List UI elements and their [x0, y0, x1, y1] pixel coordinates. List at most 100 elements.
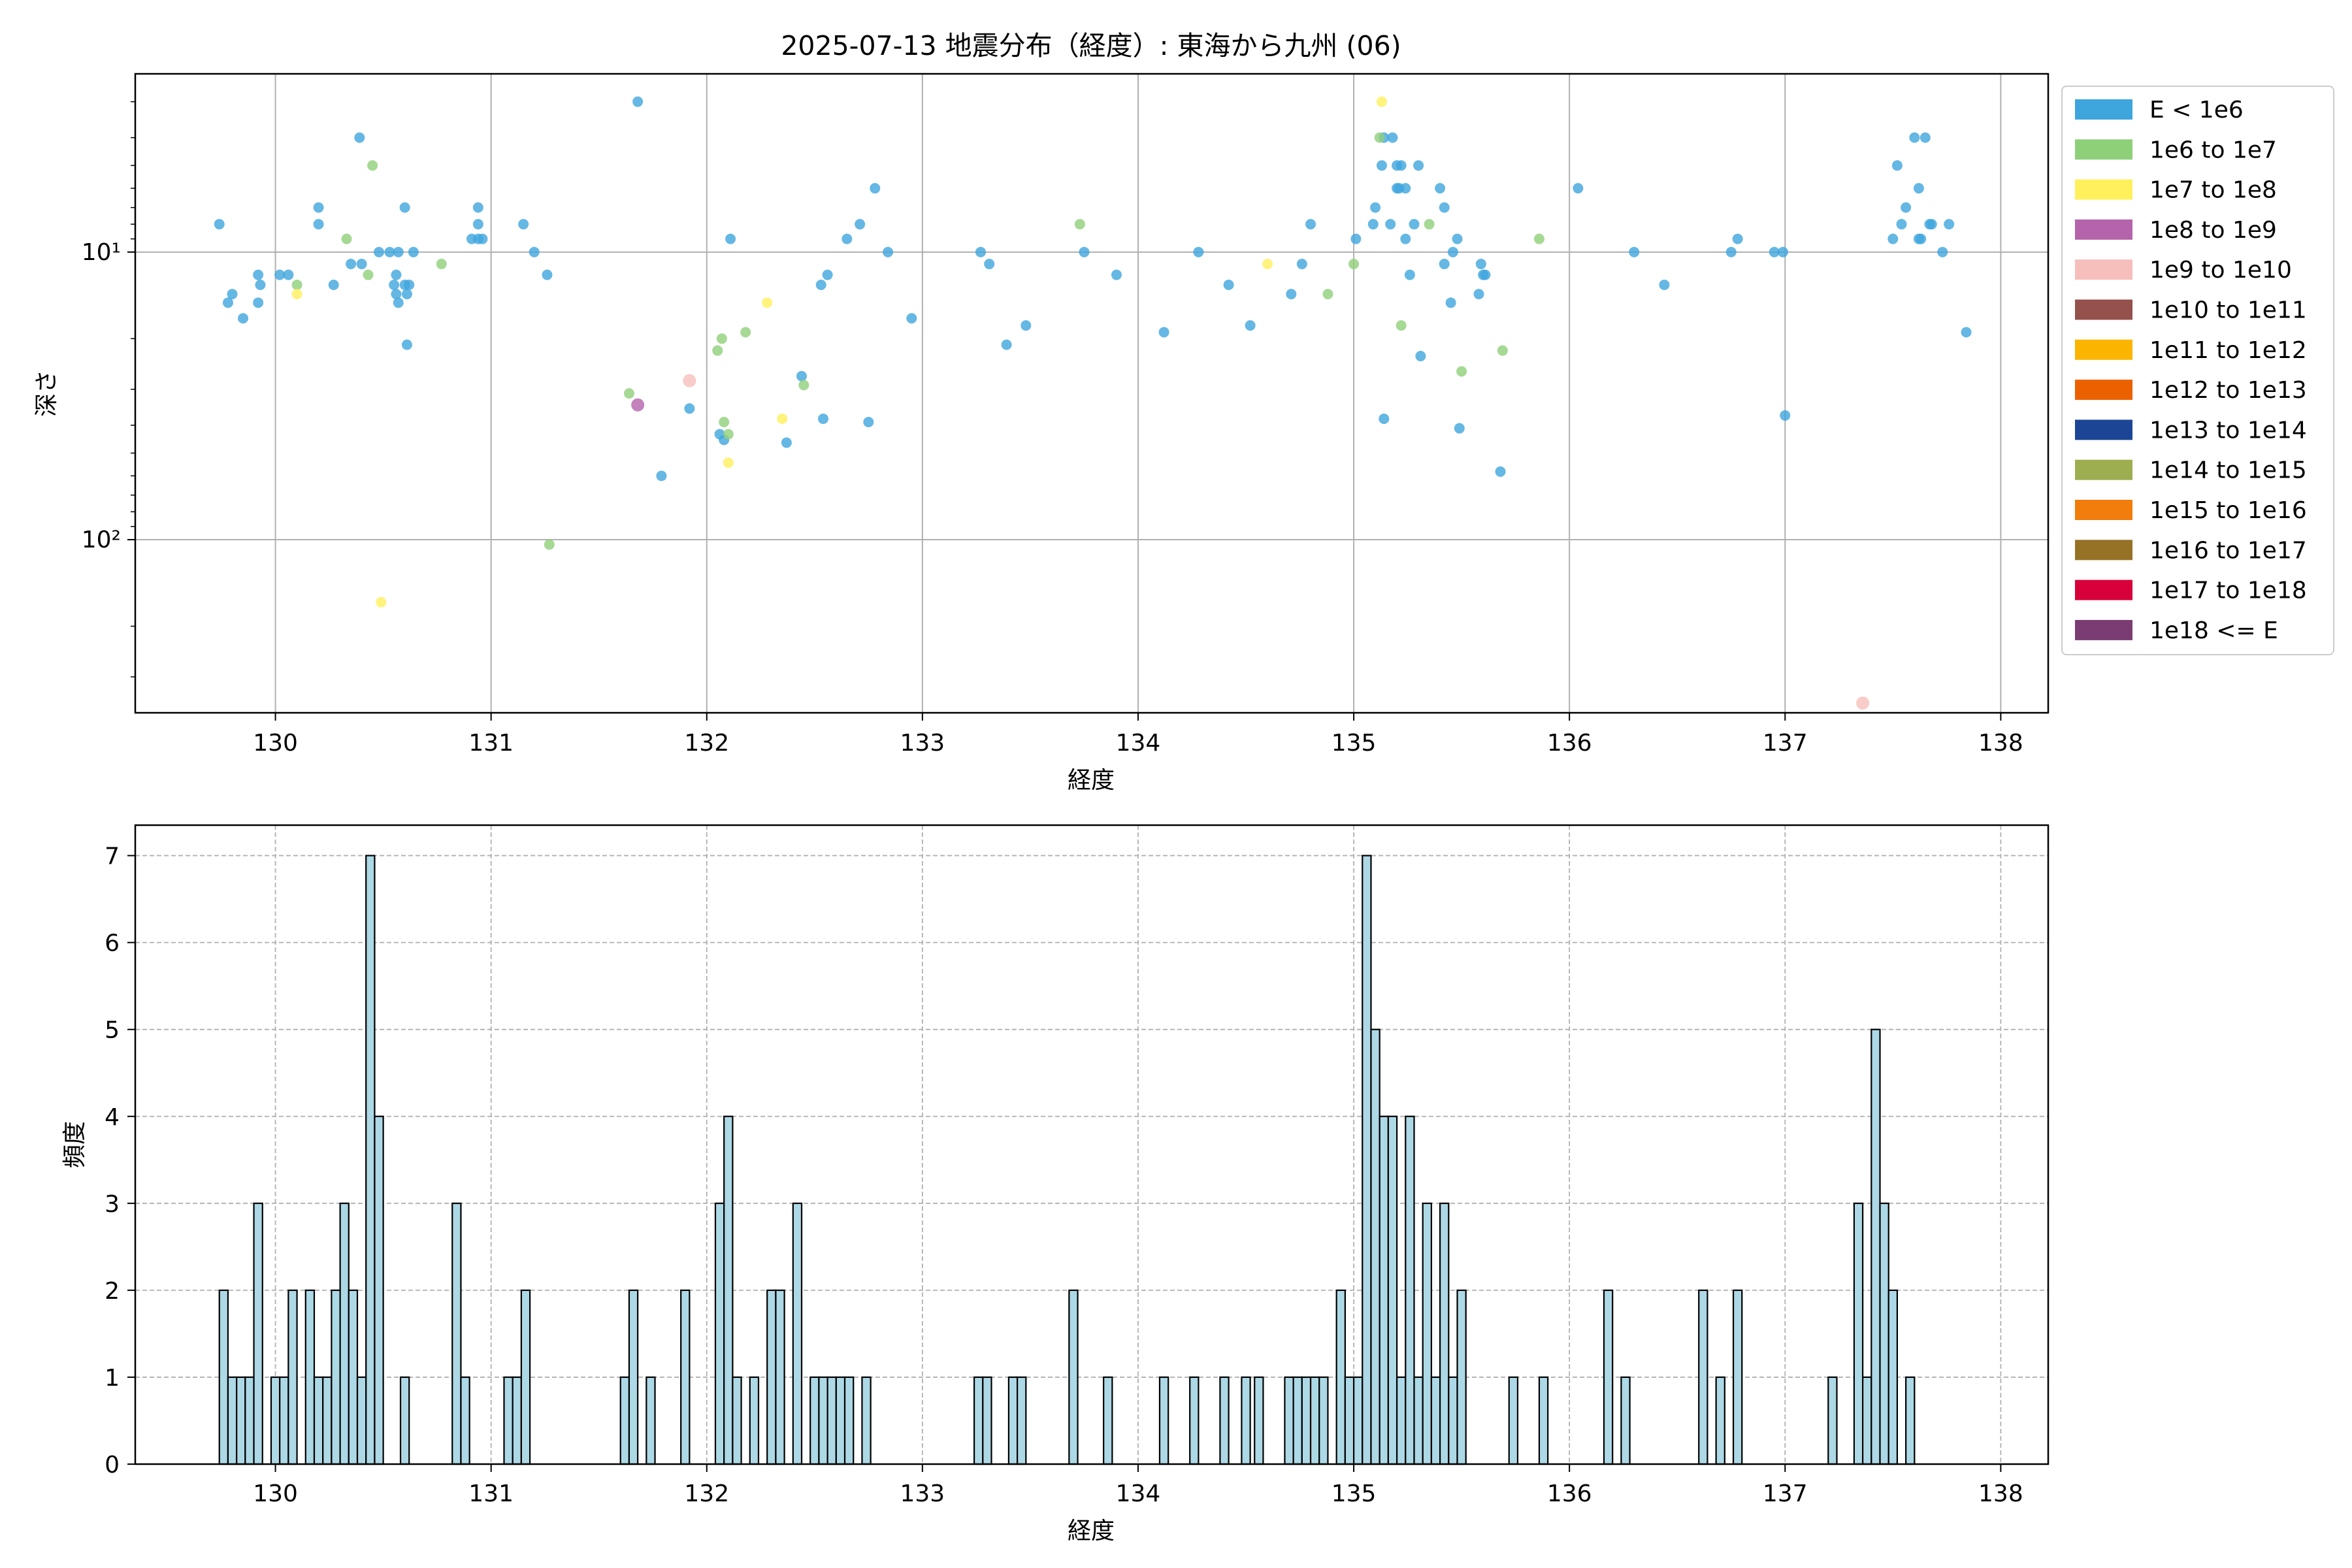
histogram-bar: [1456, 1289, 1467, 1465]
scatter-point: [1367, 219, 1379, 230]
histogram-bar: [1827, 1376, 1838, 1465]
histogram-y-tick-label: 1: [105, 1365, 120, 1392]
scatter-point: [1533, 233, 1544, 244]
scatter-point: [313, 219, 324, 230]
histogram-x-tick-label: 136: [1547, 1480, 1592, 1507]
scatter-point: [1919, 132, 1931, 143]
histogram-bar: [218, 1289, 229, 1465]
histogram-bar: [1387, 1115, 1398, 1465]
legend-swatch: [2075, 380, 2132, 400]
legend-label: 1e6 to 1e7: [2149, 137, 2277, 163]
scatter-point: [1415, 351, 1426, 362]
scatter-y-tick-label: 10²: [82, 527, 121, 553]
scatter-point: [712, 345, 723, 356]
histogram-y-tick-label: 7: [105, 843, 120, 870]
histogram-bar: [1413, 1376, 1424, 1465]
histogram-bar: [1405, 1115, 1415, 1465]
histogram-bar: [982, 1376, 992, 1465]
scatter-x-tick-label: 135: [1331, 730, 1377, 757]
scatter-point: [1473, 289, 1484, 300]
scatter-point: [1424, 219, 1435, 230]
histogram-bar: [732, 1376, 742, 1465]
legend-label: E < 1e6: [2149, 97, 2244, 123]
scatter-points: [214, 96, 1972, 710]
histogram-bar: [356, 1376, 367, 1465]
histogram-bar: [1068, 1289, 1079, 1465]
histogram-x-ticks: 130 131 132 133 134 135 136 137 138: [253, 1464, 2023, 1507]
scatter-point: [408, 246, 419, 257]
histogram-bar: [365, 855, 376, 1465]
histogram-bar: [973, 1376, 984, 1465]
scatter-x-ticks: 130 131 132 133 134 135 136 137 138: [253, 713, 2023, 757]
scatter-point: [238, 313, 249, 324]
scatter-point: [1961, 327, 1972, 338]
legend-swatch: [2075, 339, 2132, 360]
histogram-bar: [287, 1289, 298, 1465]
histogram-bar: [714, 1202, 725, 1465]
scatter-point: [1350, 233, 1362, 244]
scatter-y-tick-label: 10¹: [82, 239, 121, 266]
histogram-x-tick-label: 131: [468, 1480, 514, 1507]
scatter-point: [393, 297, 404, 308]
scatter-point: [863, 416, 874, 427]
scatter-point: [391, 269, 402, 280]
legend-label: 1e18 <= E: [2149, 617, 2278, 644]
histogram-bar: [244, 1376, 255, 1465]
histogram-bar: [1439, 1202, 1450, 1465]
histogram-bar: [1241, 1376, 1251, 1465]
scatter-point: [719, 416, 730, 427]
scatter-point: [818, 414, 829, 425]
scatter-point: [1887, 233, 1899, 244]
legend-swatch: [2075, 619, 2132, 640]
scatter-point: [656, 470, 667, 482]
scatter-point: [1454, 423, 1465, 434]
histogram-bar: [1715, 1376, 1725, 1465]
scatter-point: [1944, 219, 1955, 230]
scatter-point: [1769, 246, 1780, 257]
histogram-bar: [279, 1376, 289, 1465]
histogram-bar: [826, 1376, 837, 1465]
histogram-bar: [1620, 1376, 1631, 1465]
histogram-bar: [1430, 1376, 1441, 1465]
scatter-point: [1376, 96, 1387, 107]
scatter-point: [313, 202, 324, 213]
scatter-point: [684, 403, 695, 414]
scatter-point: [1074, 219, 1085, 230]
scatter-x-tick-label: 131: [468, 730, 514, 757]
scatter-point: [1223, 279, 1234, 290]
scatter-point: [401, 289, 412, 300]
scatter-point: [518, 219, 529, 230]
scatter-point: [725, 233, 736, 244]
scatter-point: [1439, 259, 1450, 270]
legend-label: 1e16 to 1e17: [2149, 537, 2307, 564]
histogram-bar: [1335, 1289, 1346, 1465]
histogram-bar: [503, 1376, 514, 1465]
scatter-point: [1937, 246, 1948, 257]
histogram-bar: [619, 1376, 630, 1465]
scatter-point: [1374, 132, 1385, 143]
scatter-point: [716, 333, 727, 344]
scatter-point: [1396, 160, 1407, 171]
legend-label: 1e8 to 1e9: [2149, 217, 2277, 244]
histogram-bar: [1158, 1376, 1169, 1465]
scatter-point: [841, 233, 853, 244]
scatter-point: [544, 539, 555, 550]
scatter-point: [777, 414, 788, 425]
histogram-bar: [339, 1202, 350, 1465]
histogram-bar: [680, 1289, 691, 1465]
histogram-bar: [1301, 1376, 1312, 1465]
scatter-point: [399, 202, 410, 213]
scatter-point: [472, 219, 483, 230]
histogram-bar: [792, 1202, 803, 1465]
legend-label: 1e12 to 1e13: [2149, 377, 2307, 404]
histogram-x-tick-label: 132: [684, 1480, 729, 1507]
histogram-bar: [1370, 1028, 1380, 1465]
histogram-bar: [460, 1376, 470, 1465]
histogram-x-tick-label: 138: [1978, 1480, 2023, 1507]
scatter-point: [815, 279, 826, 290]
scatter-point: [1409, 219, 1420, 230]
histogram-bar: [1603, 1289, 1614, 1465]
histogram-bar: [1017, 1376, 1027, 1465]
legend-swatch: [2075, 500, 2132, 520]
